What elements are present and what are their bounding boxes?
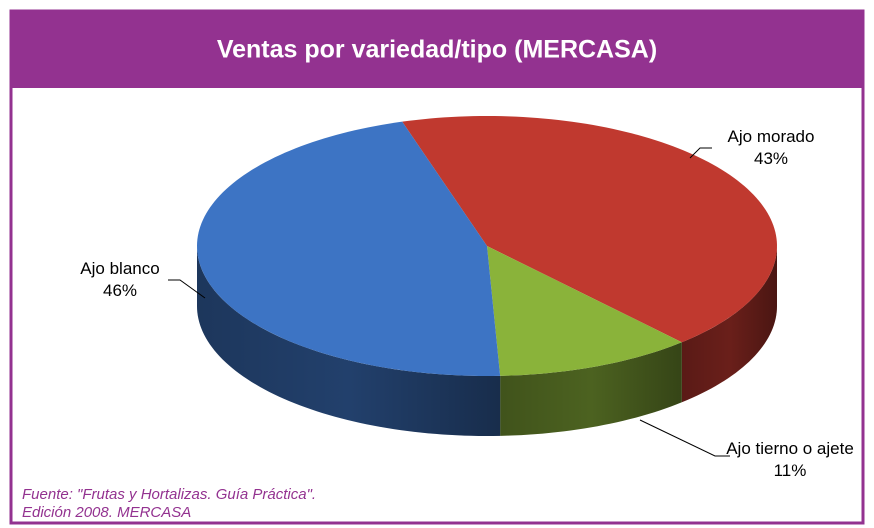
slice-side-shade xyxy=(500,342,682,436)
header xyxy=(10,10,864,88)
slice xyxy=(197,121,501,376)
source-line: Edición 2008. MERCASA xyxy=(22,504,192,521)
label-name: Ajo tierno o ajete xyxy=(726,439,854,458)
chart-title: Ventas por variedad/tipo (MERCASA) xyxy=(217,36,657,64)
slice-side-shade xyxy=(197,246,501,436)
source: Fuente: "Frutas y Hortalizas. Guía Práct… xyxy=(22,486,316,522)
slice xyxy=(487,246,682,376)
label-value: 11% xyxy=(773,461,807,480)
label-name: Ajo morado xyxy=(727,127,815,146)
slice-side-shade xyxy=(681,246,777,403)
leader-line xyxy=(689,147,712,159)
pie xyxy=(168,116,777,457)
leader-line xyxy=(639,419,730,457)
data-label: Ajo tierno o ajete 11% xyxy=(715,438,865,482)
data-label: Ajo blanco 46% xyxy=(50,258,190,302)
label-value: 46% xyxy=(102,281,138,300)
label-name: Ajo blanco xyxy=(80,259,160,278)
slice xyxy=(402,116,777,343)
source-line: Fuente: "Frutas y Hortalizas. Guía Práct… xyxy=(22,486,317,503)
label-value: 43% xyxy=(753,149,789,168)
leader-line xyxy=(168,279,206,299)
data-label: Ajo morado 43% xyxy=(706,126,836,170)
